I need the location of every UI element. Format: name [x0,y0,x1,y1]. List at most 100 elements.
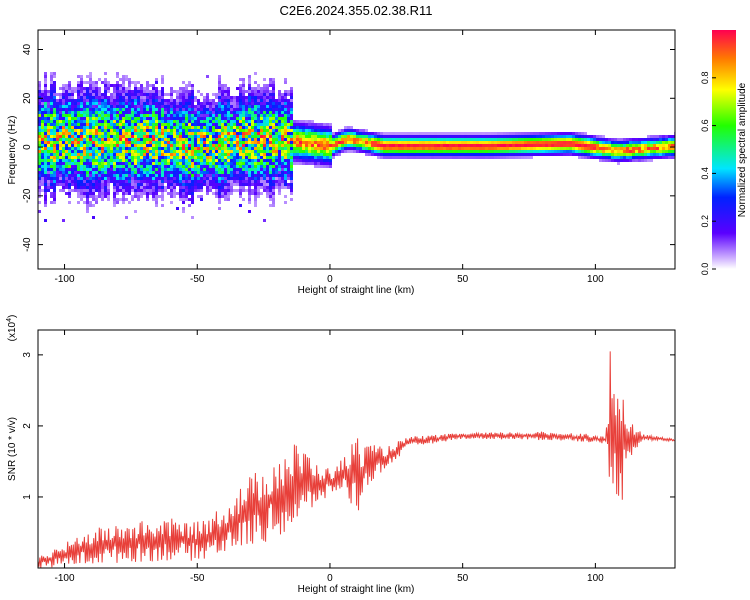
spectrogram-cell [236,114,239,117]
spectrogram-cell [428,153,431,156]
spectrogram-cell [326,138,329,141]
spectrogram-cell [83,192,86,195]
spectrogram-cell [359,147,362,150]
spectrogram-cell [146,81,149,84]
spectrogram-cell [527,156,530,159]
spectrogram-cell [71,105,74,108]
spectrogram-cell [74,99,77,102]
spectrogram-cell [176,183,179,186]
spectrogram-cell [89,147,92,150]
spectrogram-cell [239,117,242,120]
spectrogram-cell [284,126,287,129]
spectrogram-cell [656,150,659,153]
spectrogram-cell [260,129,263,132]
spectrogram-cell [227,156,230,159]
spectrogram-cell [272,138,275,141]
spectrogram-cell [605,150,608,153]
spectrogram-cell [260,174,263,177]
spectrogram-cell [248,126,251,129]
spectrogram-cell [107,114,110,117]
spectrogram-cell [185,123,188,126]
spectrogram-cell [170,177,173,180]
spectrogram-cell [125,159,128,162]
spectrogram-cell [422,132,425,135]
spectrogram-cell [41,114,44,117]
spectrogram-cell [224,156,227,159]
spectrogram-cell [506,156,509,159]
spectrogram-cell [155,105,158,108]
spectrogram-cell [470,150,473,153]
spectrogram-cell [506,132,509,135]
spectrogram-cell [215,183,218,186]
spectrogram-cell [71,132,74,135]
spectrogram-cell [215,111,218,114]
spectrogram-cell [494,144,497,147]
spectrogram-cell [482,132,485,135]
spectrogram-cell [74,150,77,153]
spectrogram-cell [152,111,155,114]
spectrogram-cell [215,120,218,123]
spectrogram-cell [74,120,77,123]
spectrogram-cell [206,123,209,126]
spectrogram-cell [167,123,170,126]
spectrogram-cell [152,84,155,87]
spectrogram-cell [626,159,629,162]
spectrogram-cell [116,129,119,132]
spectrogram-cell [104,165,107,168]
spectrogram-cell [314,147,317,150]
spectrogram-cell [263,177,266,180]
spectrogram-cell [86,192,89,195]
spectrogram-cell [416,147,419,150]
spectrogram-cell [230,102,233,105]
spectrogram-cell [287,135,290,138]
spectrogram-cell [119,162,122,165]
spectrogram-cell [251,150,254,153]
spectrogram-cell [158,156,161,159]
spectrogram-cell [275,174,278,177]
spectrogram-cell [257,135,260,138]
spectrogram-cell [353,141,356,144]
spectrogram-cell [476,144,479,147]
spectrogram-cell [107,177,110,180]
spectrogram-cell [233,132,236,135]
spectrogram-cell [92,177,95,180]
spectrogram-cell [260,102,263,105]
spectrogram-cell [218,75,221,78]
spectrogram-cell [488,150,491,153]
spectrogram-cell [206,186,209,189]
spectrogram-cell [56,114,59,117]
spectrogram-cell [164,141,167,144]
spectrogram-cell [218,186,221,189]
spectrogram-cell [164,108,167,111]
spectrogram-cell [497,150,500,153]
spectrogram-cell [185,93,188,96]
spectrogram-cell [404,156,407,159]
spectrogram-cell [227,132,230,135]
spectrogram-cell [425,132,428,135]
spectrogram-cell [92,216,95,219]
spectrogram-cell [206,150,209,153]
spectrogram-cell [278,192,281,195]
spectrogram-cell [143,141,146,144]
spectrogram-cell [284,138,287,141]
spectrogram-cell [257,195,260,198]
spectrogram-cell [140,105,143,108]
spectrogram-cell [95,90,98,93]
spectrogram-cell [650,141,653,144]
spectrogram-cell [125,135,128,138]
spectrogram-cell [290,132,293,135]
spectrogram-cell [44,141,47,144]
spectrogram-cell [206,162,209,165]
spectrogram-cell [305,150,308,153]
spectrogram-cell [170,108,173,111]
spectrogram-cell [125,153,128,156]
spectrogram-cell [95,171,98,174]
spectrogram-cell [518,147,521,150]
spectrogram-cell [233,99,236,102]
spectrogram-cell [308,144,311,147]
spectrogram-cell [518,150,521,153]
spectrogram-cell [44,153,47,156]
spectrogram-cell [395,156,398,159]
spectrogram-cell [218,207,221,210]
spectrogram-cell [200,147,203,150]
